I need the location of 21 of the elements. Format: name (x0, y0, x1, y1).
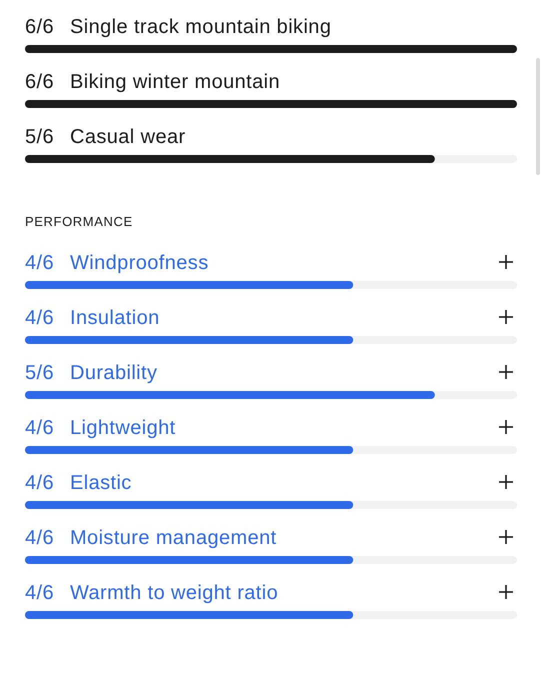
y-tick-label: Biking winter mountain (70, 71, 280, 93)
data-label: 6/6 (25, 71, 54, 93)
y-tick-label: Warmth to weight ratio (70, 582, 278, 604)
y-tick-label: Single track mountain biking (70, 16, 332, 38)
y-tick-label: Casual wear (70, 126, 186, 148)
data-label: 4/6 (25, 472, 54, 494)
data-label: 4/6 (25, 417, 54, 439)
y-tick-label: Windproofness (70, 252, 209, 274)
data-label: 6/6 (25, 16, 54, 38)
y-tick-label: Durability (70, 362, 158, 384)
data-label: 4/6 (25, 582, 54, 604)
y-tick-label: Lightweight (70, 417, 176, 439)
data-label: 5/6 (25, 362, 54, 384)
data-label: 4/6 (25, 252, 54, 274)
chart-title: PERFORMANCE (25, 214, 133, 230)
y-tick-label: Moisture management (70, 527, 277, 549)
y-tick-label: Elastic (70, 472, 132, 494)
data-label: 4/6 (25, 307, 54, 329)
data-label: 5/6 (25, 126, 54, 148)
y-tick-label: Insulation (70, 307, 160, 329)
data-label: 4/6 (25, 527, 54, 549)
